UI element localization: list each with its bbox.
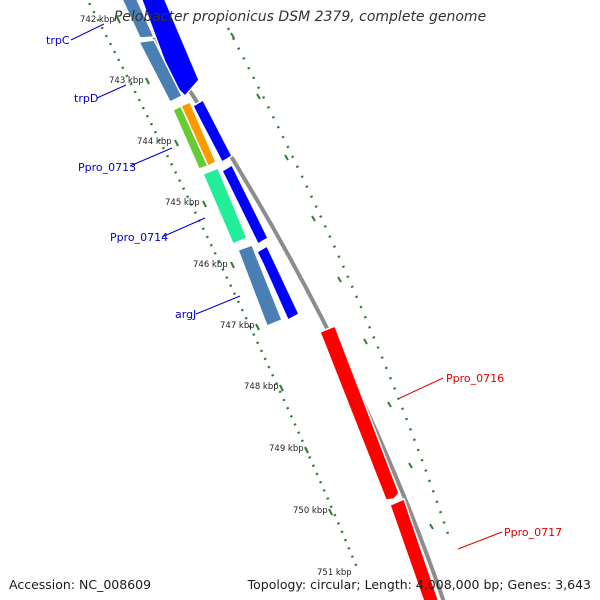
reverse-genes-red xyxy=(319,325,440,600)
tick-label: 747 kbp xyxy=(220,321,255,331)
tick-label: 742 kbp xyxy=(80,15,115,25)
gene-ppro0713-orange xyxy=(180,101,217,168)
gene-labels: trpC trpD Ppro_0713 Ppro_0714 argJ Ppro_… xyxy=(46,34,562,539)
gene-label-ppro0717[interactable]: Ppro_0717 xyxy=(504,526,562,539)
scale-ticks-left xyxy=(116,16,333,516)
tick-label: 749 kbp xyxy=(269,444,304,454)
tick-label: 748 kbp xyxy=(244,382,279,392)
gene-ppro0714-mint xyxy=(202,167,248,245)
gene-ppro0716 xyxy=(319,325,400,501)
scale-tick-labels: 742 kbp 743 kbp 744 kbp 745 kbp 746 kbp … xyxy=(80,15,352,578)
tick-label: 746 kbp xyxy=(193,260,228,270)
accession-text: Accession: NC_008609 xyxy=(9,577,152,592)
gene-label-trpD[interactable]: trpD xyxy=(74,92,98,105)
topology-text: Topology: circular; Length: 4,008,000 bp… xyxy=(247,577,591,592)
forward-genes xyxy=(141,0,300,322)
map-title: Pelobacter propionicus DSM 2379, complet… xyxy=(113,9,487,25)
tick-label: 744 kbp xyxy=(137,137,172,147)
gene-label-leaders xyxy=(70,23,503,550)
gene-trpC-reverse xyxy=(121,0,156,39)
reverse-genes-steel xyxy=(121,0,283,327)
gene-label-ppro0714[interactable]: Ppro_0714 xyxy=(110,231,168,244)
tick-label: 750 kbp xyxy=(293,506,328,516)
gene-trpD-forward xyxy=(192,98,233,164)
gene-ppro0717 xyxy=(389,497,440,600)
gene-label-ppro0716[interactable]: Ppro_0716 xyxy=(446,372,504,385)
gene-argJ-reverse xyxy=(237,244,283,327)
gene-label-argJ[interactable]: argJ xyxy=(175,308,196,321)
tick-label: 743 kbp xyxy=(109,76,144,86)
gene-label-trpC[interactable]: trpC xyxy=(46,34,70,47)
tick-label: 751 kbp xyxy=(317,568,352,578)
gene-trpD-reverse xyxy=(137,39,184,104)
tick-label: 745 kbp xyxy=(165,198,200,208)
gene-ppro0713-forward xyxy=(221,163,269,246)
gene-label-ppro0713[interactable]: Ppro_0713 xyxy=(78,161,136,174)
scale-ticks-right xyxy=(230,32,434,530)
gene-ppro0714-forward xyxy=(256,244,300,322)
